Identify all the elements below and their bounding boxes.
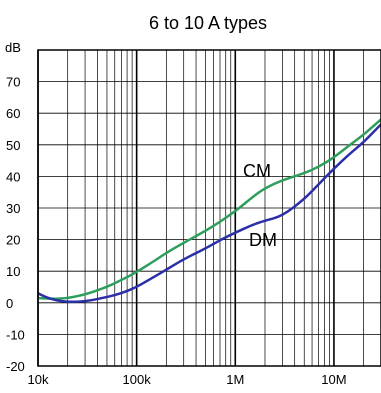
y-tick-label: 70 [6, 75, 20, 90]
tick-labels: -20 -10 0 10 20 30 40 50 60 70 10k 100k 1M 10M [6, 75, 347, 387]
y-tick-label: 50 [6, 138, 20, 153]
series-label-cm: CM [243, 161, 271, 181]
y-tick-label: 10 [6, 264, 20, 279]
y-tick-label: 0 [6, 296, 13, 311]
series-line-cm [38, 118, 381, 300]
x-tick-label: 10k [28, 372, 49, 387]
y-tick-label: 60 [6, 106, 20, 121]
x-tick-label: 10M [321, 372, 346, 387]
series-line-dm [38, 123, 381, 303]
y-axis-label: dB [5, 40, 21, 55]
y-tick-label: -20 [6, 359, 25, 374]
grid [37, 49, 381, 367]
series-group [38, 118, 381, 303]
y-tick-label: 40 [6, 169, 20, 184]
series-label-dm: DM [249, 230, 277, 250]
series-annotations: CM DM [243, 161, 277, 250]
x-tick-label: 100k [123, 372, 152, 387]
plot-frame [37, 49, 381, 367]
y-tick-label: -10 [6, 327, 25, 342]
x-tick-label: 1M [226, 372, 244, 387]
y-tick-label: 30 [6, 201, 20, 216]
y-tick-label: 20 [6, 233, 20, 248]
chart-title: 6 to 10 A types [149, 13, 267, 33]
